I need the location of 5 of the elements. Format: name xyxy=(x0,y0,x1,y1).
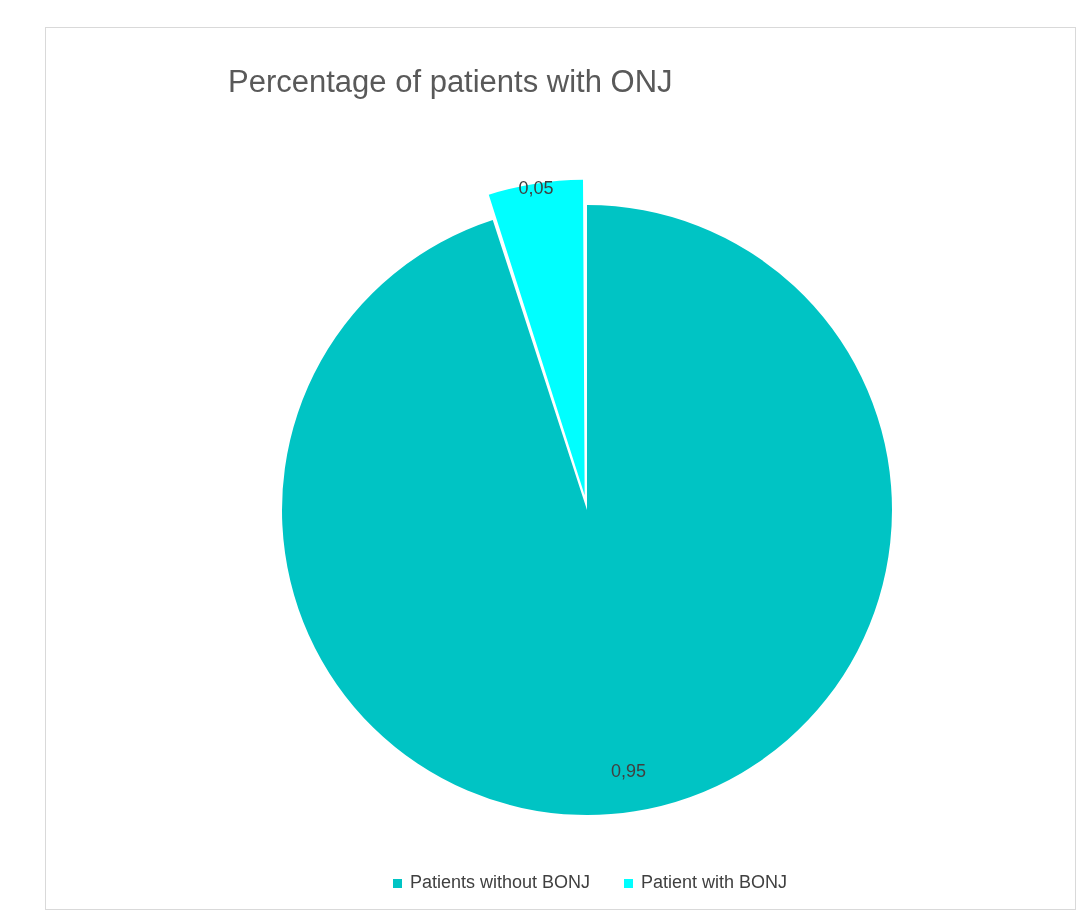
data-label: 0,95 xyxy=(610,761,647,782)
data-label: 0,05 xyxy=(518,177,554,198)
chart-title: Percentage of patients with ONJ xyxy=(228,64,673,100)
legend-label: Patient with BONJ xyxy=(640,872,788,893)
legend-label: Patients without BONJ xyxy=(408,872,591,893)
